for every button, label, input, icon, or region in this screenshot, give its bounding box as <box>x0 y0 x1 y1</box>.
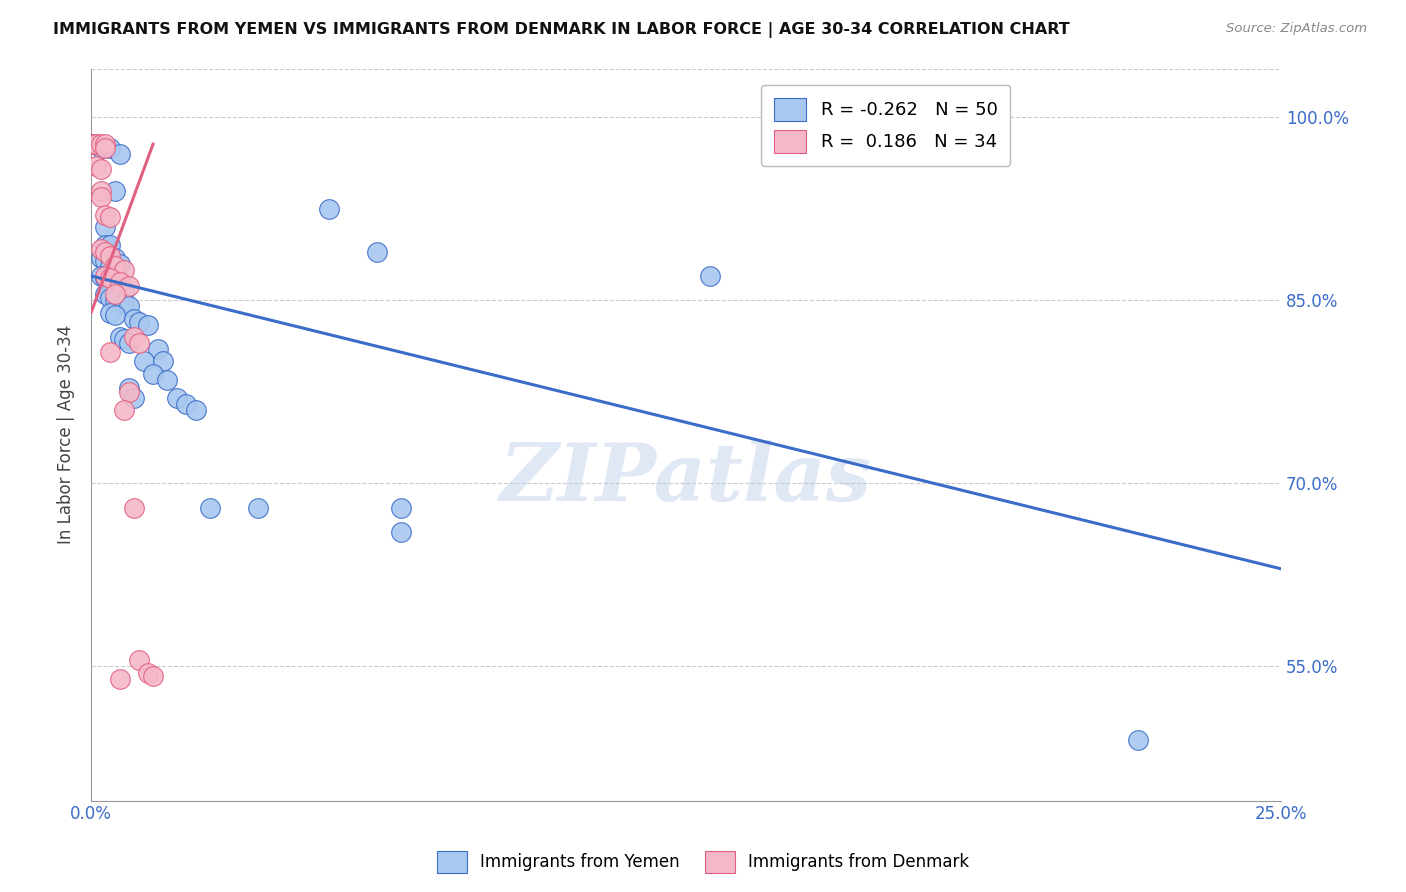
Point <box>166 391 188 405</box>
Point <box>108 330 131 344</box>
Point <box>108 275 131 289</box>
Point <box>94 244 117 259</box>
Point <box>699 268 721 283</box>
Point <box>114 284 136 298</box>
Point <box>122 330 145 344</box>
Point <box>90 184 112 198</box>
Point <box>104 184 127 198</box>
Point <box>142 367 165 381</box>
Point <box>122 391 145 405</box>
Point <box>94 268 117 283</box>
Point <box>246 500 269 515</box>
Point <box>94 208 117 222</box>
Point <box>98 305 121 319</box>
Point <box>122 500 145 515</box>
Point <box>118 381 141 395</box>
Point <box>176 397 198 411</box>
Point <box>94 141 117 155</box>
Point <box>90 141 112 155</box>
Point <box>104 293 127 308</box>
Point <box>114 295 136 310</box>
Point <box>146 342 169 356</box>
Point <box>1128 732 1150 747</box>
Point <box>104 251 127 265</box>
Point <box>152 354 174 368</box>
Point <box>108 147 131 161</box>
Point <box>142 669 165 683</box>
Legend: Immigrants from Yemen, Immigrants from Denmark: Immigrants from Yemen, Immigrants from D… <box>430 845 976 880</box>
Point <box>104 308 127 322</box>
Point <box>94 220 117 235</box>
Point <box>114 332 136 346</box>
Legend: R = -0.262   N = 50, R =  0.186   N = 34: R = -0.262 N = 50, R = 0.186 N = 34 <box>761 85 1010 166</box>
Point <box>98 211 121 225</box>
Point <box>122 311 145 326</box>
Point <box>94 287 117 301</box>
Point <box>80 137 103 152</box>
Point <box>90 161 112 176</box>
Point <box>94 254 117 268</box>
Point <box>104 287 127 301</box>
Point <box>366 244 388 259</box>
Point <box>118 300 141 314</box>
Point <box>80 137 103 152</box>
Point <box>136 318 159 332</box>
Point <box>104 278 127 293</box>
Point <box>98 259 121 273</box>
Point <box>98 291 121 305</box>
Text: IMMIGRANTS FROM YEMEN VS IMMIGRANTS FROM DENMARK IN LABOR FORCE | AGE 30-34 CORR: IMMIGRANTS FROM YEMEN VS IMMIGRANTS FROM… <box>53 22 1070 38</box>
Point <box>128 315 150 329</box>
Point <box>84 137 107 152</box>
Point <box>94 141 117 155</box>
Point <box>118 336 141 351</box>
Y-axis label: In Labor Force | Age 30-34: In Labor Force | Age 30-34 <box>58 325 75 544</box>
Point <box>114 263 136 277</box>
Point <box>90 189 112 203</box>
Point <box>389 500 412 515</box>
Point <box>98 344 121 359</box>
Point <box>84 137 107 152</box>
Point <box>389 525 412 540</box>
Point <box>94 137 117 152</box>
Point <box>128 336 150 351</box>
Point <box>98 249 121 263</box>
Point <box>98 275 121 289</box>
Point <box>94 238 117 252</box>
Point <box>90 137 112 152</box>
Point <box>94 271 117 285</box>
Point <box>108 281 131 295</box>
Point <box>136 665 159 680</box>
Point <box>156 373 179 387</box>
Point <box>80 137 103 152</box>
Text: Source: ZipAtlas.com: Source: ZipAtlas.com <box>1226 22 1367 36</box>
Point <box>118 384 141 399</box>
Point <box>104 259 127 273</box>
Point <box>98 271 121 285</box>
Point <box>114 403 136 417</box>
Point <box>98 141 121 155</box>
Point <box>118 278 141 293</box>
Point <box>98 238 121 252</box>
Point <box>132 354 155 368</box>
Point <box>90 242 112 256</box>
Point <box>198 500 221 515</box>
Point <box>318 202 340 216</box>
Point <box>90 268 112 283</box>
Point <box>108 672 131 686</box>
Text: ZIPatlas: ZIPatlas <box>501 440 872 517</box>
Point <box>184 403 207 417</box>
Point <box>90 251 112 265</box>
Point <box>108 257 131 271</box>
Point <box>84 159 107 173</box>
Point <box>128 653 150 667</box>
